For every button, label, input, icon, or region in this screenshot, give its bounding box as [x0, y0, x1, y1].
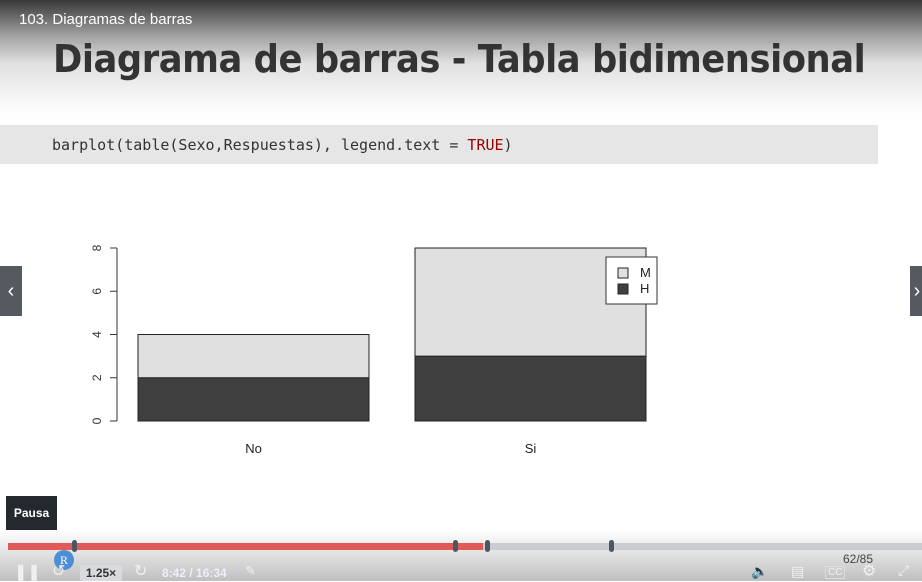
code-call: barplot(table(Sexo,Respuestas), legend.t… [52, 136, 468, 154]
fullscreen-icon[interactable]: ⤢ [898, 562, 910, 578]
notes-icon[interactable]: ✎ [245, 563, 256, 578]
chart-legend [605, 256, 658, 305]
chapter-marker[interactable] [484, 540, 490, 552]
lecture-title: 103. Diagramas de barras [19, 11, 193, 28]
progress-bar[interactable] [8, 540, 922, 552]
legend-swatch [617, 267, 629, 279]
bar-segment [414, 355, 647, 422]
x-category-label: No [245, 441, 262, 456]
y-tick-label: 6 [90, 288, 104, 295]
pause-icon[interactable]: ❚❚ [14, 564, 41, 581]
progress-fill [8, 543, 484, 550]
playback-speed-button[interactable]: 1.25× [80, 565, 122, 581]
captions-icon[interactable]: CC [825, 566, 846, 579]
y-tick-label: 8 [90, 244, 104, 251]
code-keyword: TRUE [467, 136, 504, 154]
bar-segment [137, 334, 370, 379]
time-display: 8:42 / 16:34 [162, 566, 227, 580]
y-tick-label: 0 [90, 417, 104, 424]
x-category-label: Si [525, 441, 537, 456]
chevron-left-icon: ‹ [7, 279, 15, 302]
prev-slide-button[interactable]: ‹ [0, 266, 22, 316]
code-block: barplot(table(Sexo,Respuestas), legend.t… [0, 125, 878, 164]
code-close: ) [503, 136, 513, 154]
avatar: R [54, 550, 74, 570]
next-slide-button[interactable]: › [910, 266, 922, 316]
pause-tooltip: Pausa [6, 496, 57, 530]
transcript-icon[interactable]: ▤ [791, 563, 805, 579]
volume-icon[interactable]: 🔈 [751, 563, 769, 579]
slide-title: Diagrama de barras - Tabla bidimensional [53, 37, 866, 81]
legend-label: H [640, 281, 649, 296]
chevron-right-icon: › [913, 279, 921, 302]
forward-icon[interactable]: ↻ [134, 563, 148, 580]
chapter-marker[interactable] [452, 540, 458, 552]
page-counter: 62/85 [843, 552, 874, 566]
gear-icon[interactable]: ⚙ [862, 563, 877, 580]
y-tick-label: 4 [90, 331, 104, 338]
chapter-marker[interactable] [609, 540, 615, 552]
code-text: barplot(table(Sexo,Respuestas), legend.t… [52, 136, 513, 154]
rewind-icon[interactable]: ↺ [52, 563, 66, 580]
player-controls-bar [0, 530, 922, 581]
bar-segment [137, 377, 370, 422]
y-tick-label: 2 [90, 374, 104, 381]
chapter-marker[interactable] [71, 540, 77, 552]
legend-swatch [617, 283, 629, 295]
legend-label: M [640, 265, 651, 280]
